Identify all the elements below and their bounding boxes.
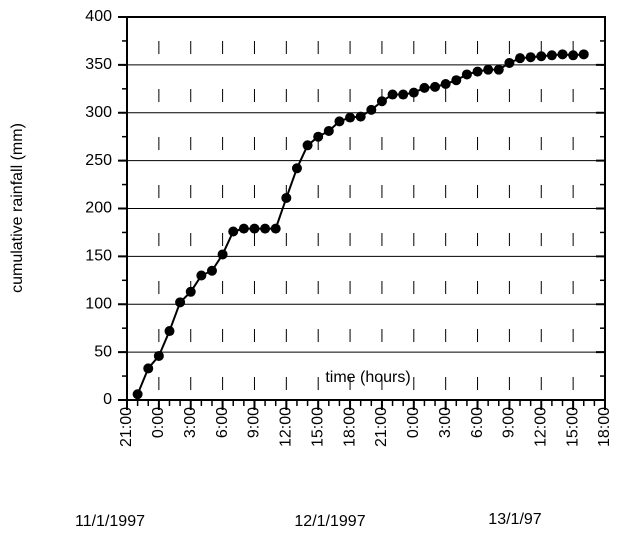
x-tick-label: 6:00	[214, 407, 231, 438]
data-point	[525, 52, 536, 63]
data-point	[578, 49, 589, 60]
y-tick-label: 100	[85, 295, 112, 312]
x-tick-label: 3:00	[437, 407, 454, 438]
data-point	[366, 104, 377, 115]
x-tick-label: 15:00	[564, 407, 581, 447]
data-point	[440, 79, 451, 90]
data-point	[238, 223, 249, 234]
date-label: 12/1/1997	[294, 513, 365, 530]
data-point	[546, 50, 557, 61]
x-tick-label: 12:00	[278, 407, 295, 447]
data-point	[557, 49, 568, 60]
x-tick-label: 18:00	[596, 407, 613, 447]
x-tick-label: 3:00	[182, 407, 199, 438]
data-point	[196, 270, 207, 281]
data-point	[387, 89, 398, 100]
data-point	[260, 223, 271, 234]
x-tick-label: 0:00	[150, 407, 167, 438]
y-tick-label: 0	[103, 391, 112, 408]
x-axis-label: time (hours)	[325, 369, 410, 386]
data-point	[206, 265, 217, 276]
y-tick-label: 350	[85, 56, 112, 73]
data-point	[153, 350, 164, 361]
data-point	[472, 66, 483, 77]
y-tick-label: 50	[94, 343, 112, 360]
data-point	[355, 111, 366, 122]
data-point	[302, 140, 313, 151]
data-point	[419, 82, 430, 93]
data-point	[217, 249, 228, 260]
x-tick-label: 9:00	[501, 407, 518, 438]
data-point	[334, 116, 345, 127]
y-tick-label: 300	[85, 104, 112, 121]
data-point	[143, 363, 154, 374]
data-point	[249, 223, 260, 234]
data-point	[185, 286, 196, 297]
x-tick-label: 21:00	[373, 407, 390, 447]
data-point	[132, 389, 143, 400]
data-point	[291, 163, 302, 174]
data-point	[504, 57, 515, 68]
data-point	[313, 131, 324, 142]
data-point	[281, 192, 292, 203]
plot-frame	[126, 16, 606, 401]
y-tick-label: 150	[85, 248, 112, 265]
data-point	[164, 326, 175, 337]
data-point	[483, 64, 494, 75]
data-point	[175, 297, 186, 308]
data-line	[136, 53, 584, 395]
data-point	[408, 87, 419, 98]
y-tick-label: 250	[85, 152, 112, 169]
y-tick-label: 400	[85, 8, 112, 25]
data-point	[461, 69, 472, 80]
date-label: 13/1/97	[488, 511, 541, 528]
data-point	[270, 223, 281, 234]
data-point	[493, 64, 504, 75]
data-point	[323, 125, 334, 136]
date-label: 11/1/1997	[75, 513, 145, 530]
data-point	[568, 50, 579, 61]
data-point	[398, 89, 409, 100]
y-tick-label: 200	[85, 200, 112, 217]
x-tick-label: 0:00	[405, 407, 422, 438]
data-point	[228, 226, 239, 237]
data-point	[376, 96, 387, 107]
x-tick-label: 6:00	[469, 407, 486, 438]
x-tick-label: 21:00	[118, 407, 135, 447]
data-point	[451, 75, 462, 86]
x-tick-label: 12:00	[532, 407, 549, 447]
x-tick-label: 18:00	[341, 407, 358, 447]
y-axis-label: cumulative rainfall (mm)	[9, 123, 26, 293]
data-point	[430, 81, 441, 92]
x-tick-label: 15:00	[309, 407, 326, 447]
x-tick-label: 9:00	[246, 407, 263, 438]
data-point	[345, 112, 356, 123]
data-point	[515, 53, 526, 64]
data-point	[536, 51, 547, 62]
